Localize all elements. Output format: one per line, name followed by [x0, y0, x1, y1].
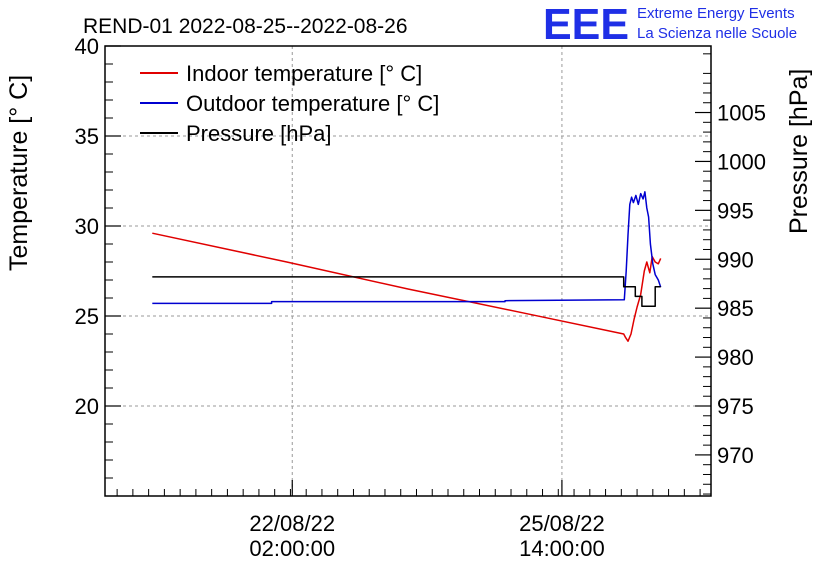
x-tick-label-date: 22/08/22 — [249, 511, 335, 536]
y-right-tick-label: 975 — [717, 394, 754, 419]
y-right-tick-label: 990 — [717, 247, 754, 272]
grid-lines — [105, 46, 711, 496]
y-left-tick-label: 25 — [75, 304, 99, 329]
y-left-tick-label: 35 — [75, 124, 99, 149]
y-left-axis-label: Temperature [° C] — [5, 75, 33, 271]
y-left-tick-label: 40 — [75, 34, 99, 59]
chart-title: REND-01 2022-08-25--2022-08-26 — [83, 15, 408, 38]
logo-letters: EEE — [543, 0, 629, 49]
plot-frame — [104, 45, 712, 497]
axis-ticks: 20 25 30 35 40 970 975 980 985 990 995 1000 1005 22/0… — [75, 34, 766, 561]
legend-label-pressure: Pressure [hPa] — [186, 121, 332, 146]
eee-logo: EEE Extreme Energy Events La Scienza nel… — [543, 0, 797, 49]
legend-label-indoor: Indoor temperature [° C] — [186, 61, 422, 86]
y-right-tick-label: 995 — [717, 198, 754, 223]
y-right-tick-label: 1005 — [717, 101, 766, 126]
legend-label-outdoor: Outdoor temperature [° C] — [186, 91, 439, 116]
y-left-tick-label: 20 — [75, 394, 99, 419]
y-right-tick-label: 980 — [717, 345, 754, 370]
logo-line-2: La Scienza nelle Scuole — [637, 25, 797, 42]
x-tick-label-time: 02:00:00 — [249, 536, 335, 561]
series-line-outdoor-temperature — [152, 191, 662, 305]
series-lines — [152, 191, 662, 342]
x-tick-label-date: 25/08/22 — [519, 511, 605, 536]
y-right-tick-label: 970 — [717, 443, 754, 468]
x-tick-label-time: 14:00:00 — [519, 536, 605, 561]
logo-line-1: Extreme Energy Events — [637, 5, 795, 22]
y-left-tick-label: 30 — [75, 214, 99, 239]
legend: Indoor temperature [° C] Outdoor tempera… — [140, 61, 439, 146]
y-right-tick-label: 985 — [717, 296, 754, 321]
series-line-indoor-temperature — [152, 232, 662, 342]
y-right-tick-label: 1000 — [717, 149, 766, 174]
series-line-pressure — [152, 276, 661, 307]
y-right-axis-label: Pressure [hPa] — [785, 69, 813, 234]
